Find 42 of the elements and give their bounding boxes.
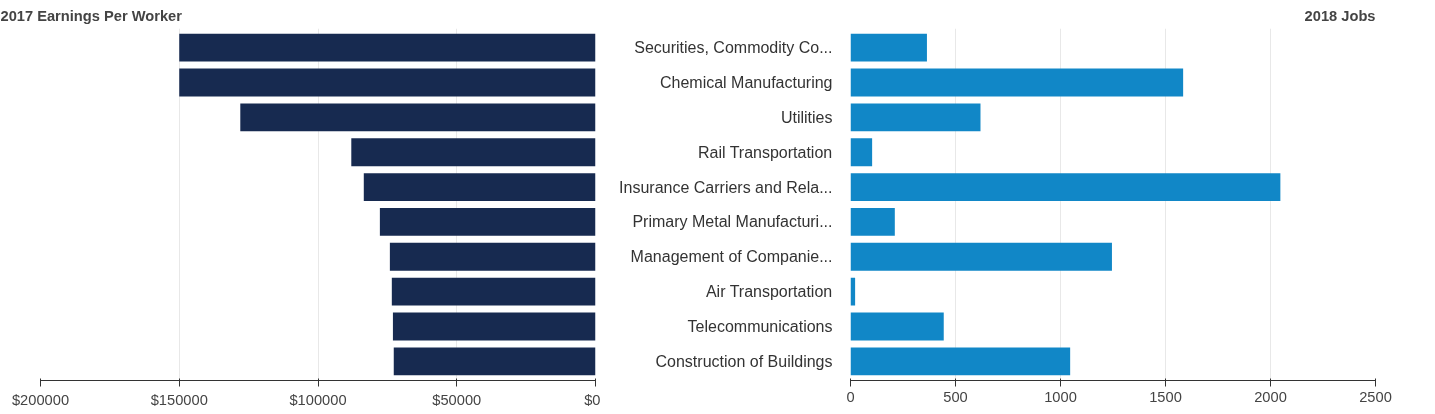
bar: [850, 33, 927, 62]
bar: [850, 68, 1184, 97]
x-tick-label: $150000: [150, 391, 208, 408]
y-tick-label: Construction of Buildings: [655, 352, 833, 370]
bar: [850, 207, 895, 236]
bar: [850, 103, 981, 132]
x-tick-label: 2500: [1359, 388, 1392, 405]
y-tick-label: Utilities: [780, 108, 833, 126]
bar: [179, 33, 596, 62]
x-tick-label: 1000: [1044, 388, 1077, 405]
x-tick-label: $50000: [432, 391, 482, 408]
x-tick-label: 0: [846, 388, 855, 405]
x-tick-label: $200000: [11, 391, 70, 408]
bar: [379, 207, 596, 236]
chart-title: 2017 Earnings Per Worker: [0, 7, 183, 24]
bar: [351, 138, 596, 167]
bar: [391, 277, 596, 306]
x-tick-label: 1500: [1149, 388, 1182, 405]
y-tick-label: Insurance Carriers and Rela...: [619, 178, 833, 196]
y-tick-label: Management of Companie...: [630, 248, 833, 266]
bar: [850, 312, 944, 341]
bar: [392, 312, 596, 341]
x-tick-label: 2000: [1254, 388, 1287, 405]
y-tick-label: Air Transportation: [705, 283, 833, 301]
bar: [850, 347, 1071, 376]
y-tick-label: Chemical Manufacturing: [659, 74, 833, 92]
bar: [850, 173, 1281, 202]
bar: [850, 242, 1112, 271]
bar: [393, 347, 596, 376]
bar: [389, 242, 596, 271]
chart-title: 2018 Jobs: [1304, 7, 1376, 24]
x-tick-label: 500: [943, 388, 968, 405]
bar: [363, 173, 596, 202]
y-tick-label: Rail Transportation: [697, 143, 833, 161]
x-tick-label: $100000: [289, 391, 347, 408]
y-tick-label: Primary Metal Manufacturi...: [632, 213, 833, 231]
bar: [850, 138, 873, 167]
bar: [179, 68, 596, 97]
bar: [240, 103, 596, 132]
y-tick-label: Securities, Commodity Co...: [634, 39, 833, 57]
x-tick-label: $0: [584, 391, 601, 408]
y-tick-label: Telecommunications: [687, 317, 833, 335]
